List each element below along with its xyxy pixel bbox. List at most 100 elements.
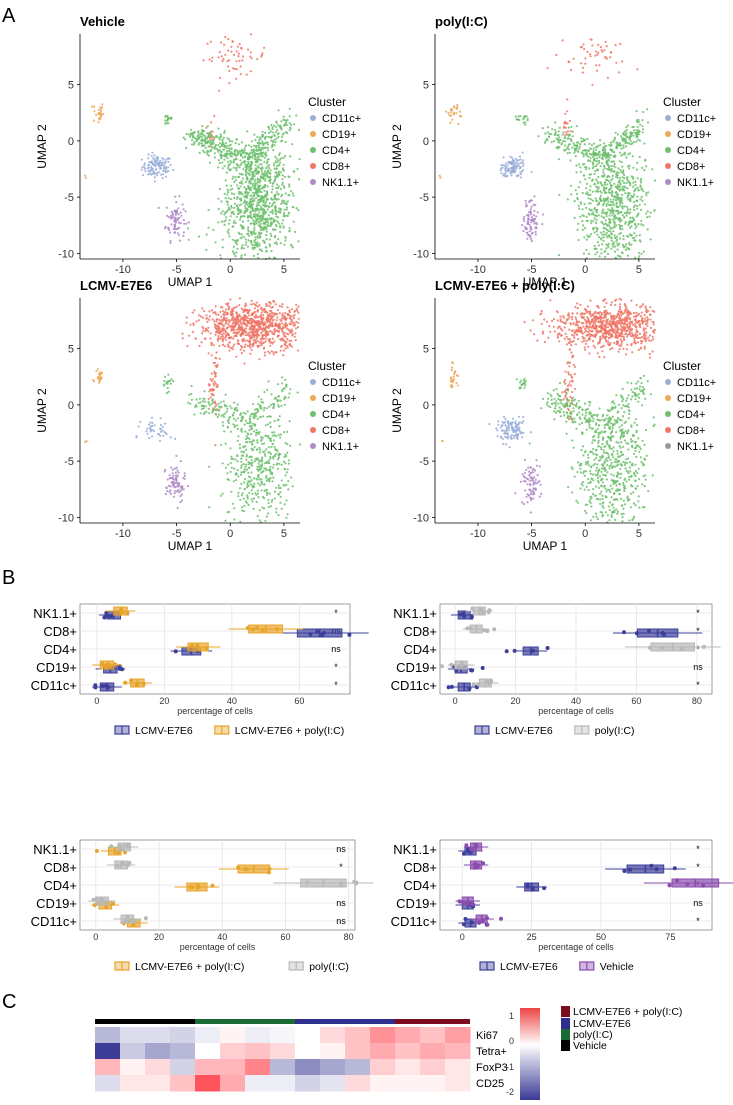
umap-point xyxy=(214,412,217,415)
umap-point xyxy=(256,165,259,168)
umap-point xyxy=(515,165,518,168)
umap-point xyxy=(240,323,243,326)
y-axis-label: UMAP 2 xyxy=(35,388,49,433)
umap-point xyxy=(278,486,281,490)
umap-point xyxy=(609,198,612,201)
umap-point xyxy=(221,335,225,338)
umap-point xyxy=(540,492,543,495)
umap-point xyxy=(163,167,166,170)
umap-point xyxy=(506,437,509,440)
umap-point xyxy=(253,336,256,339)
umap-point xyxy=(641,199,644,202)
umap-point xyxy=(626,178,629,182)
umap-point xyxy=(288,339,291,342)
umap-point xyxy=(217,207,220,211)
umap-point xyxy=(645,194,648,197)
umap-point xyxy=(282,314,285,317)
umap-point xyxy=(246,167,249,170)
umap-point xyxy=(254,316,257,319)
umap-point xyxy=(259,406,262,409)
umap-point xyxy=(271,498,274,502)
umap-point xyxy=(297,128,301,131)
umap-point xyxy=(566,110,569,113)
umap-point xyxy=(281,303,284,306)
umap-point xyxy=(248,328,251,331)
umap-point xyxy=(286,119,289,122)
umap-point xyxy=(269,439,273,443)
umap-point xyxy=(582,138,585,141)
umap-point xyxy=(526,493,529,496)
umap-point xyxy=(618,223,621,226)
umap-point xyxy=(275,173,278,176)
umap-point xyxy=(633,236,636,239)
umap-point xyxy=(589,38,592,41)
umap-point xyxy=(275,215,278,218)
umap-point xyxy=(651,168,654,171)
umap-point xyxy=(605,202,608,205)
umap-point xyxy=(256,441,259,444)
umap-point xyxy=(581,220,584,223)
umap-point xyxy=(211,318,214,321)
umap-point xyxy=(190,398,193,401)
umap-point xyxy=(250,498,253,501)
umap-point xyxy=(624,142,627,145)
umap-point xyxy=(297,240,300,243)
umap-point xyxy=(250,433,253,436)
umap-point xyxy=(214,402,217,405)
umap-point xyxy=(525,468,528,471)
umap-point xyxy=(550,141,553,144)
umap-point xyxy=(456,384,459,387)
umap-point xyxy=(577,238,580,242)
umap-point xyxy=(248,156,251,159)
umap-point xyxy=(504,165,507,168)
umap-point xyxy=(274,322,277,325)
umap-point xyxy=(624,245,627,248)
umap-point xyxy=(640,252,643,255)
umap-point xyxy=(243,322,247,325)
umap-point xyxy=(246,208,249,211)
umap-point xyxy=(247,463,251,466)
umap-point xyxy=(232,213,235,216)
umap-point xyxy=(268,305,271,308)
umap-point xyxy=(265,197,268,200)
umap-point xyxy=(595,148,598,151)
umap-point xyxy=(253,213,256,216)
umap-point xyxy=(529,431,532,434)
umap-point xyxy=(212,138,215,141)
umap-point xyxy=(238,447,242,450)
umap-point xyxy=(250,479,253,482)
umap-point xyxy=(178,195,181,198)
umap-point xyxy=(571,146,574,149)
umap-point xyxy=(250,489,253,492)
umap-point xyxy=(267,179,271,183)
umap-point xyxy=(243,205,246,208)
umap-point xyxy=(532,497,535,500)
umap-point xyxy=(257,144,260,147)
umap-point xyxy=(533,469,537,472)
umap-point xyxy=(249,337,252,340)
umap-point xyxy=(213,156,216,159)
umap-point xyxy=(207,407,210,410)
umap-points xyxy=(441,297,656,524)
umap-point xyxy=(621,207,624,210)
umap-point xyxy=(242,168,245,171)
umap-point xyxy=(239,65,242,68)
umap-point xyxy=(282,185,285,188)
umap-point xyxy=(247,480,250,483)
umap-point xyxy=(541,127,544,130)
legend-swatch xyxy=(310,131,316,137)
umap-point xyxy=(237,187,240,190)
umap-point xyxy=(159,417,162,420)
umap-point xyxy=(638,251,641,255)
umap-point xyxy=(524,205,528,208)
umap-point xyxy=(515,428,518,431)
umap-point xyxy=(141,166,144,169)
umap-point xyxy=(269,232,272,235)
umap-point xyxy=(231,140,234,143)
umap-point xyxy=(239,209,242,212)
umap-point xyxy=(283,243,286,246)
umap-point xyxy=(266,423,270,426)
umap-point xyxy=(266,146,269,149)
umap-point xyxy=(510,166,513,169)
